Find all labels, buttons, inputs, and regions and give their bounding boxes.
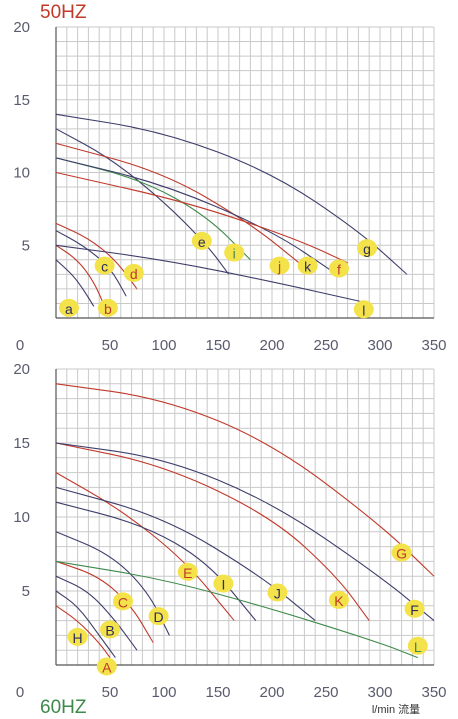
panel-1-label-f: f xyxy=(337,262,341,278)
panel-1-badge-k xyxy=(297,256,318,275)
panel-1-x-tick-label: 50 xyxy=(102,337,119,354)
panel-1-curve-g xyxy=(55,113,408,275)
panel-1-label-d: d xyxy=(130,266,138,282)
panel-2-curve-D xyxy=(55,531,170,636)
panel-1-x-tick-label: 0 xyxy=(16,337,24,354)
panel-1-badge-j xyxy=(269,256,290,275)
panel-2-y-tick-label: 5 xyxy=(22,583,30,600)
panel-1-curve-a xyxy=(55,259,95,307)
panel-1-badge-d xyxy=(123,263,144,282)
panel-2-badge-F xyxy=(404,599,425,618)
panel-2-x-tick-label: 300 xyxy=(367,684,392,701)
panel-1-label-a: a xyxy=(65,301,73,317)
panel-2-x-tick-label: 200 xyxy=(259,684,284,701)
panel-1-curve-f xyxy=(55,171,349,264)
panel-2-label-G: G xyxy=(396,546,407,562)
panel-2-label-B: B xyxy=(105,622,114,638)
panel-2-label-L: L xyxy=(414,639,422,655)
panel-1-x-tick-label: 150 xyxy=(205,337,230,354)
panel-1-curve-l xyxy=(55,244,370,304)
panel-1-label-e: e xyxy=(198,234,206,250)
panel-2-title: 60HZ xyxy=(40,697,87,718)
panel-2-curve-H xyxy=(55,590,116,658)
panel-1-y-tick-label: 10 xyxy=(13,165,30,182)
panel-2-label-D: D xyxy=(154,609,164,625)
panel-2-curve-B xyxy=(55,575,138,651)
panel-2-badge-A xyxy=(96,657,117,676)
panel-1-y-tick-label: 20 xyxy=(13,19,30,36)
panel-2-label-E: E xyxy=(183,565,192,581)
panel-1-label-k: k xyxy=(304,259,312,275)
panel-1-label-g: g xyxy=(363,241,371,257)
panel-1-title: 50HZ xyxy=(40,2,87,23)
panel-2-badge-H xyxy=(67,627,88,646)
panel-1-curve-e xyxy=(55,128,230,275)
panel-1-badge-l xyxy=(353,300,374,319)
panel-1-x-tick-label: 200 xyxy=(259,337,284,354)
panel-2-x-tick-label: 250 xyxy=(313,684,338,701)
panel-1-badge-c xyxy=(94,256,115,275)
panel-2-y-tick-label: 10 xyxy=(13,509,30,526)
panel-2-label-F: F xyxy=(410,602,419,618)
panel-2-x-tick-label: 150 xyxy=(205,684,230,701)
panel-2-label-C: C xyxy=(118,594,128,610)
panel-2-badge-L xyxy=(407,636,428,655)
panel-2-badge-C xyxy=(112,592,133,611)
panel-2-curve-E xyxy=(55,472,235,621)
panel-2-badge-E xyxy=(177,562,198,581)
panel-2-curve-F xyxy=(55,442,435,622)
panel-2-label-A: A xyxy=(102,659,112,675)
panel-2-label-J: J xyxy=(274,585,281,601)
panel-1-badge-b xyxy=(97,298,118,317)
panel-1-badge-e xyxy=(191,231,212,250)
panel-2-curve-L xyxy=(55,560,419,659)
panel-2-badge-I xyxy=(213,574,234,593)
panel-1-x-tick-label: 350 xyxy=(421,337,446,354)
panel-2-y-tick-label: 15 xyxy=(13,435,30,452)
panel-2-curve-G xyxy=(55,383,435,577)
panel-2-x-tick-label: 0 xyxy=(16,684,24,701)
panel-1-x-tick-label: 100 xyxy=(151,337,176,354)
panel-2-x-tick-label: 350 xyxy=(421,684,446,701)
panel-2-x-tick-label: 50 xyxy=(102,684,119,701)
panel-1-label-l: l xyxy=(362,302,365,318)
panel-1-x-tick-label: 250 xyxy=(313,337,338,354)
panel-1-y-tick-label: 15 xyxy=(13,92,30,109)
panel-2-y-tick-label: 20 xyxy=(13,361,30,378)
panel-1-badge-f xyxy=(328,259,349,278)
panel-2-label-I: I xyxy=(221,577,225,593)
panel-2-label-H: H xyxy=(73,630,83,646)
panel-1-label-c: c xyxy=(101,259,108,275)
panel-2-curve-C xyxy=(55,560,154,644)
panel-1-label-b: b xyxy=(104,301,112,317)
panel-1-badge-a xyxy=(58,298,79,317)
panel-2-badge-B xyxy=(100,620,120,639)
panel-2-label-K: K xyxy=(334,593,344,609)
panel-2-curve-A xyxy=(55,605,111,658)
panel-1-curve-j xyxy=(55,142,305,268)
panel-1-curve-b xyxy=(55,244,106,307)
panel-2-badge-K xyxy=(328,590,349,609)
panel-1-badge-i xyxy=(224,243,245,262)
panel-2-x-axis-label: l/min 流量 xyxy=(372,702,420,716)
panel-2-badge-J xyxy=(267,583,288,602)
panel-2-curve-J xyxy=(55,486,316,622)
panel-1-badge-g xyxy=(357,239,378,258)
panel-2-badge-G xyxy=(391,543,412,562)
panel-2-x-tick-label: 100 xyxy=(151,684,176,701)
panel-1-label-i: i xyxy=(233,246,236,262)
panel-1-x-tick-label: 300 xyxy=(367,337,392,354)
panel-2-curve-I xyxy=(55,501,257,621)
panel-1-curve-c xyxy=(55,230,127,297)
panel-1-y-tick-label: 5 xyxy=(22,237,30,254)
panel-1-label-j: j xyxy=(277,259,281,275)
panel-2-curve-K xyxy=(55,442,370,621)
panel-2-badge-D xyxy=(148,607,169,626)
